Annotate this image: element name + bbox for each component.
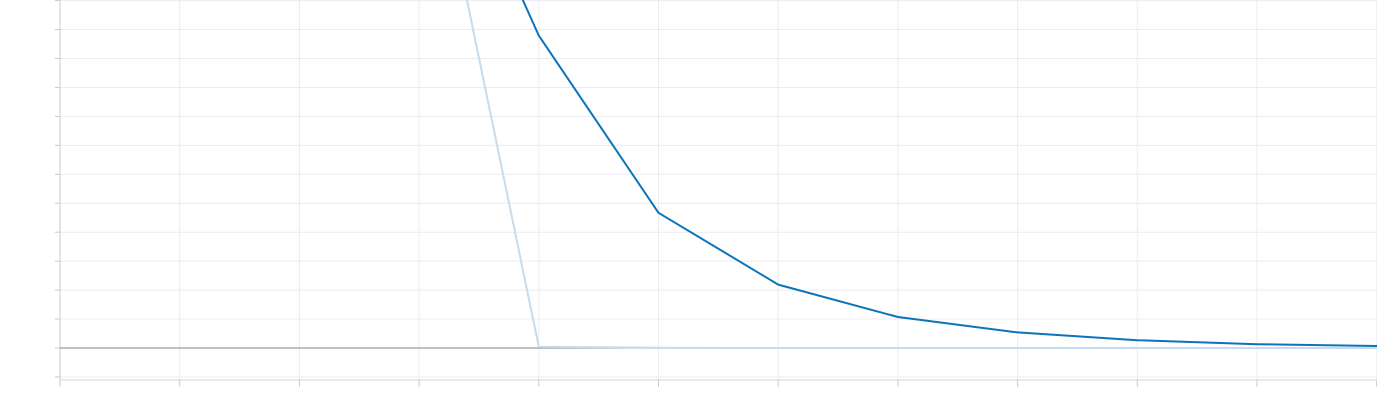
series-layer [465,0,1377,349]
horizontal-gridlines [60,0,1377,378]
vertical-gridlines [59,0,1377,380]
series-line-1 [521,0,1377,348]
